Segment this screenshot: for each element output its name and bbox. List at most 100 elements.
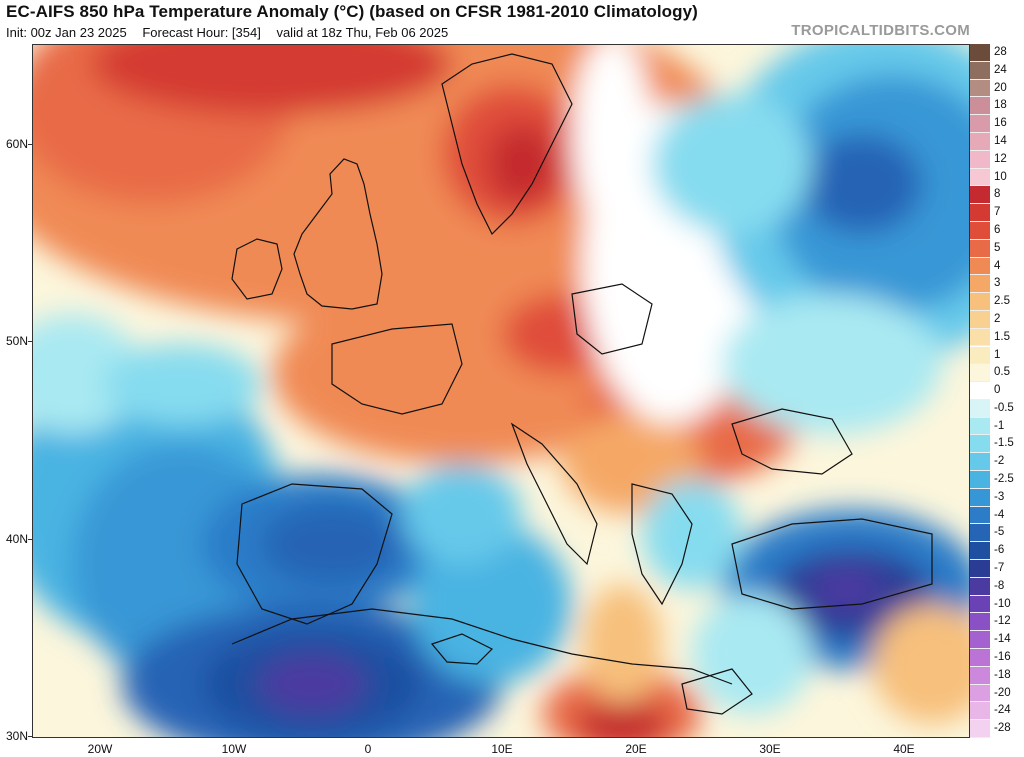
- longitude-axis: 20W 10W 0 10E 20E 30E 40E: [32, 738, 970, 757]
- legend-row: -18: [970, 666, 1024, 685]
- legend-row: 3: [970, 275, 1024, 294]
- legend-swatch: [970, 293, 990, 311]
- legend-label: 2.5: [994, 295, 1010, 308]
- legend-swatch: [970, 168, 990, 187]
- legend-swatch: [970, 275, 990, 294]
- legend-swatch: [970, 471, 990, 489]
- legend-row: -24: [970, 702, 1024, 721]
- coastlines: [231, 53, 933, 715]
- legend-swatch: [970, 97, 990, 116]
- legend-row: 14: [970, 132, 1024, 151]
- legend-label: 1.5: [994, 330, 1010, 343]
- legend-swatch: [970, 150, 990, 169]
- crete-outline: [681, 668, 753, 715]
- legend-swatch: [970, 595, 990, 614]
- legend-label: 28: [994, 46, 1007, 58]
- legend-label: -18: [994, 668, 1011, 681]
- legend-label: -8: [994, 579, 1005, 592]
- legend-swatch: [970, 204, 990, 222]
- legend-label: 16: [994, 117, 1007, 130]
- legend-row: -6: [970, 542, 1024, 561]
- legend-label: 1: [994, 348, 1001, 361]
- turkey-outline: [731, 518, 933, 610]
- lat-tick: [28, 736, 32, 737]
- legend-label: -2: [994, 455, 1005, 468]
- legend-row: 10: [970, 168, 1024, 187]
- brand-watermark: TROPICALTIDBITS.COM: [791, 22, 970, 39]
- legend-row: 18: [970, 97, 1024, 116]
- lon-label-0: 0: [364, 742, 372, 756]
- legend-label: 6: [994, 223, 1001, 236]
- poland-outline: [571, 283, 653, 355]
- legend-row: -5: [970, 524, 1024, 543]
- map-frame: [32, 44, 970, 738]
- legend-label: 8: [994, 188, 1001, 201]
- legend-label: 5: [994, 241, 1001, 254]
- legend-label: 7: [994, 206, 1001, 219]
- lat-label-30n: 30N: [5, 729, 28, 743]
- legend-row: 4: [970, 257, 1024, 276]
- legend-swatch: [970, 346, 990, 365]
- legend-label: -28: [994, 722, 1011, 735]
- legend-swatch: [970, 257, 990, 276]
- legend-row: 5: [970, 239, 1024, 258]
- legend-swatch: [970, 328, 990, 347]
- lon-label-10w: 10W: [221, 742, 247, 756]
- lon-label-30e: 30E: [759, 742, 781, 756]
- legend-swatch: [970, 666, 990, 685]
- tunisia-outline: [430, 633, 494, 665]
- lon-label-10e: 10E: [491, 742, 513, 756]
- legend-label: 14: [994, 134, 1007, 147]
- italy-outline: [510, 422, 598, 566]
- legend-swatch: [970, 61, 990, 80]
- legend-row: -4: [970, 506, 1024, 525]
- lat-tick: [28, 144, 32, 145]
- legend-row: 1: [970, 346, 1024, 365]
- legend-row: 1.5: [970, 328, 1024, 347]
- legend-label: -6: [994, 544, 1005, 557]
- legend-row: -0.5: [970, 399, 1024, 418]
- legend-label: -3: [994, 490, 1005, 503]
- legend-label: -14: [994, 633, 1011, 646]
- legend-label: -5: [994, 526, 1005, 539]
- legend-swatch: [970, 221, 990, 240]
- map-canvas: [32, 44, 970, 738]
- legend-label: -16: [994, 651, 1011, 664]
- legend-swatch: [970, 453, 990, 472]
- page-title: EC-AIFS 850 hPa Temperature Anomaly (°C)…: [6, 2, 698, 21]
- north-africa-coast: [231, 608, 733, 685]
- legend-row: 16: [970, 115, 1024, 133]
- legend-swatch: [970, 702, 990, 721]
- init-time: Init: 00z Jan 23 2025: [6, 25, 127, 40]
- legend-row: -7: [970, 560, 1024, 578]
- ireland-outline: [231, 238, 283, 300]
- legend-row: 2: [970, 310, 1024, 329]
- legend-row: 7: [970, 204, 1024, 222]
- legend-swatch: [970, 132, 990, 151]
- lon-label-20w: 20W: [87, 742, 113, 756]
- valid-time: valid at 18z Thu, Feb 06 2025: [276, 25, 449, 40]
- legend-label: -7: [994, 562, 1005, 575]
- legend-swatch: [970, 506, 990, 525]
- france-outline: [331, 323, 463, 415]
- legend-label: 2: [994, 312, 1001, 325]
- latitude-axis: 60N 50N 40N 30N: [0, 44, 32, 743]
- legend-swatch: [970, 44, 990, 62]
- legend-swatch: [970, 239, 990, 258]
- legend-row: -8: [970, 577, 1024, 596]
- legend-row: -1: [970, 417, 1024, 436]
- legend-row: -28: [970, 720, 1024, 738]
- legend-label: -24: [994, 704, 1011, 717]
- legend-row: 12: [970, 150, 1024, 169]
- legend-label: 4: [994, 259, 1001, 272]
- legend-label: -10: [994, 597, 1011, 610]
- legend-label: -4: [994, 508, 1005, 521]
- legend-swatch: [970, 524, 990, 543]
- anomaly-map: [32, 44, 970, 738]
- legend-swatch: [970, 399, 990, 418]
- legend-swatch: [970, 382, 990, 400]
- lat-label-40n: 40N: [5, 532, 28, 546]
- legend-row: -2: [970, 453, 1024, 472]
- legend-row: -14: [970, 631, 1024, 649]
- legend-swatch: [970, 560, 990, 578]
